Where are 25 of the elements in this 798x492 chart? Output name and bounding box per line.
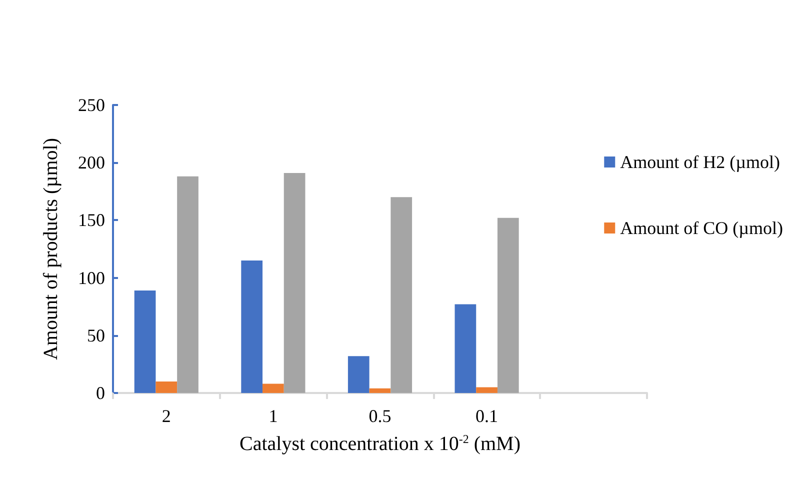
y-tick-label: 0	[96, 383, 105, 403]
y-axis-title: Amount of products (µmol)	[40, 138, 62, 360]
bar	[348, 356, 370, 393]
bar	[476, 387, 498, 393]
legend-label: Amount of H2 (µmol)	[620, 152, 780, 172]
bar	[369, 388, 391, 393]
bar	[390, 197, 412, 393]
y-tick-label: 200	[78, 152, 105, 173]
y-tick-label: 50	[87, 325, 105, 346]
bar	[134, 290, 156, 393]
bar	[156, 381, 178, 393]
y-tick-label: 100	[78, 268, 105, 288]
x-tick-label: 0.1	[476, 406, 498, 426]
bar	[454, 304, 476, 393]
bar	[497, 218, 519, 393]
x-tick-label: 2	[162, 406, 171, 426]
y-tick-label: 250	[78, 95, 105, 115]
x-tick-label: 0.5	[368, 406, 392, 426]
bar	[262, 384, 284, 393]
bar	[241, 260, 263, 393]
bar	[177, 176, 198, 393]
y-tick-label: 150	[78, 210, 105, 230]
x-tick-label: 1	[268, 406, 278, 426]
legend-label: Amount of CO (µmol)	[620, 218, 784, 238]
bar	[284, 172, 306, 393]
